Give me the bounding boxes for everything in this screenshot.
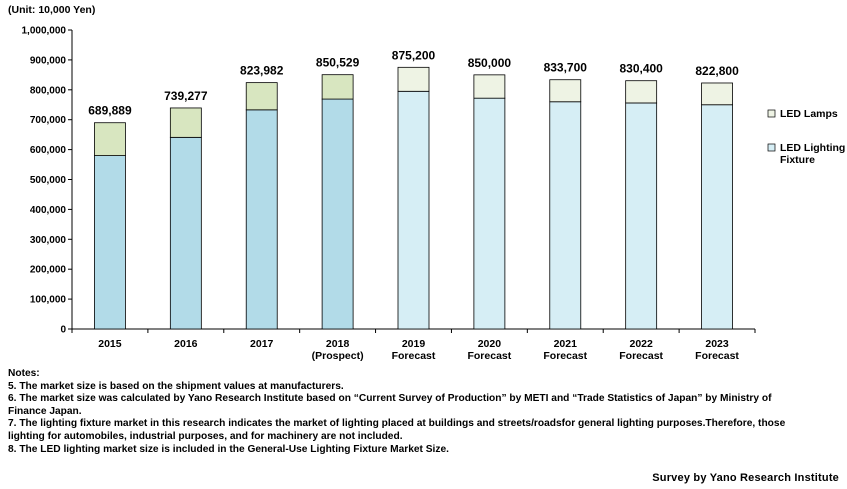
x-tick-label: Forecast (543, 350, 587, 362)
x-tick-label: Forecast (619, 350, 663, 362)
unit-label: (Unit: 10,000 Yen) (8, 4, 95, 16)
bar-led-lighting-fixture (94, 155, 126, 330)
bar-led-lighting-fixture (701, 104, 733, 330)
bar-led-lamps (397, 66, 430, 92)
notes: Notes: 5. The market size is based on th… (8, 368, 838, 456)
y-tick-label: 200,000 (30, 265, 67, 276)
note-line: lighting for automobiles, industrial pur… (8, 430, 403, 442)
y-tick-label: 300,000 (30, 235, 67, 246)
bar-led-lamps (94, 122, 126, 156)
total-value-label: 833,700 (544, 61, 588, 75)
bar-led-lamps (701, 82, 733, 106)
legend-label: LED Lamps (780, 108, 838, 120)
y-tick-label: 100,000 (30, 295, 67, 306)
x-tick-label: Forecast (695, 350, 739, 362)
y-tick-label: 700,000 (30, 115, 67, 126)
x-tick-label: 2016 (174, 338, 198, 350)
legend-swatch (767, 143, 776, 152)
x-tick-label: 2020 (478, 338, 502, 350)
bar-led-lamps (321, 74, 354, 100)
legend-label: Fixture (780, 154, 815, 166)
bar-led-lamps (169, 107, 202, 138)
bar-led-lamps (245, 82, 278, 111)
y-tick-label: 600,000 (30, 145, 67, 156)
x-tick-label: 2017 (250, 338, 274, 350)
notes-heading: Notes: (8, 368, 40, 379)
y-tick-label: 400,000 (30, 205, 67, 216)
total-value-label: 875,200 (392, 48, 436, 62)
note-line: 7. The lighting fixture market in this r… (8, 418, 786, 430)
note-line: 5. The market size is based on the shipm… (8, 380, 344, 392)
y-tick-label: 500,000 (30, 175, 67, 186)
bar-led-lamps (473, 74, 506, 99)
bar-led-lighting-fixture (397, 90, 430, 330)
legend-swatch (767, 109, 776, 118)
x-tick-label: (Prospect) (312, 350, 364, 362)
total-value-label: 830,400 (619, 62, 663, 76)
x-tick-label: Forecast (467, 350, 511, 362)
source-credit: Survey by Yano Research Institute (652, 472, 839, 484)
y-tick-label: 800,000 (30, 85, 67, 96)
bar-led-lighting-fixture (245, 109, 278, 330)
total-value-label: 739,277 (164, 89, 208, 103)
bar-led-lamps (625, 80, 658, 104)
total-value-label: 689,889 (88, 104, 132, 118)
note-line: 8. The LED lighting market size is inclu… (8, 443, 449, 455)
y-tick-label: 900,000 (30, 55, 67, 66)
total-value-label: 823,982 (240, 64, 284, 78)
bar-led-lighting-fixture (625, 102, 658, 330)
total-value-label: 850,529 (316, 56, 360, 70)
bar-led-lighting-fixture (321, 98, 354, 330)
x-tick-label: 2018 (326, 338, 350, 350)
x-tick-label: 2021 (554, 338, 578, 350)
bar-led-lighting-fixture (473, 97, 506, 330)
x-tick-label: 2023 (705, 338, 729, 350)
stacked-bar-chart: (Unit: 10,000 Yen) 0 100,000 200,000 300,000… (8, 4, 845, 362)
bar-led-lighting-fixture (169, 136, 202, 330)
note-line: 6. The market size was calculated by Yan… (8, 393, 772, 405)
note-line: Finance Japan. (8, 405, 82, 417)
x-tick-label: 2019 (402, 338, 426, 350)
bar-led-lamps (549, 79, 582, 103)
x-tick-label: 2015 (98, 338, 122, 350)
y-tick-label: 1,000,000 (22, 26, 67, 37)
y-tick-label: 0 (60, 325, 66, 336)
legend-label: LED Lighting (780, 142, 845, 154)
total-value-label: 822,800 (695, 64, 739, 78)
x-tick-label: Forecast (392, 350, 436, 362)
x-tick-label: 2022 (629, 338, 653, 350)
bar-led-lighting-fixture (549, 101, 582, 330)
total-value-label: 850,000 (468, 56, 512, 70)
